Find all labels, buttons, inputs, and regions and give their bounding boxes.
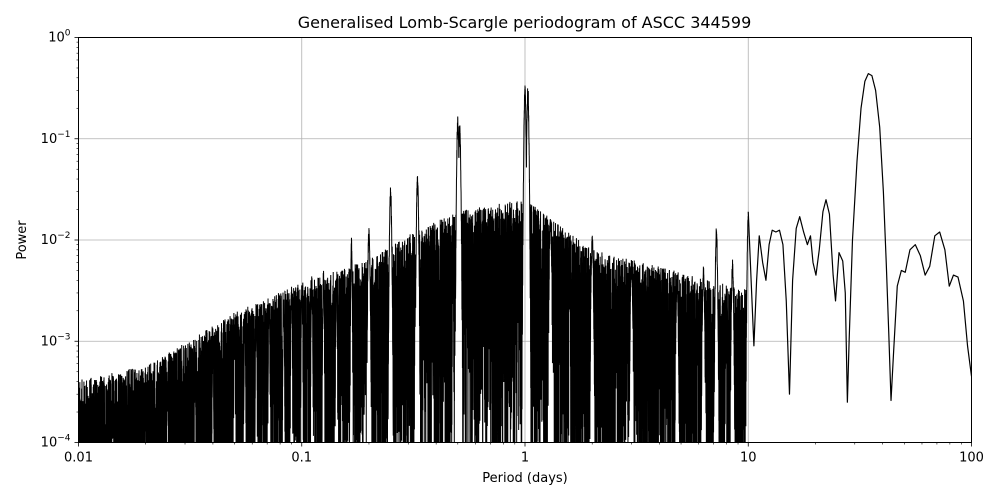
y-tick-label: 10−1 bbox=[41, 130, 71, 147]
x-tick-label: 0.1 bbox=[291, 451, 312, 466]
axis-ticks: 0.01 0.1 1 10 100 10−4 10−3 10−2 10−1 100 bbox=[41, 29, 984, 466]
y-tick-label: 10−3 bbox=[41, 332, 71, 349]
chart-title: Generalised Lomb-Scargle periodogram of … bbox=[298, 13, 752, 32]
x-axis-label: Period (days) bbox=[482, 471, 568, 486]
data-series bbox=[78, 73, 972, 443]
x-tick-label: 10 bbox=[740, 451, 757, 466]
periodogram-noise-line bbox=[78, 85, 749, 443]
y-axis-label: Power bbox=[15, 220, 30, 260]
plot-area bbox=[78, 73, 972, 443]
y-tick-label: 100 bbox=[48, 29, 71, 46]
x-tick-label: 1 bbox=[521, 451, 529, 466]
x-tick-label: 100 bbox=[959, 451, 984, 466]
periodogram-smooth-line bbox=[747, 73, 972, 403]
x-tick-label: 0.01 bbox=[64, 451, 93, 466]
y-tick-label: 10−2 bbox=[41, 231, 71, 248]
y-tick-label: 10−4 bbox=[41, 434, 71, 451]
